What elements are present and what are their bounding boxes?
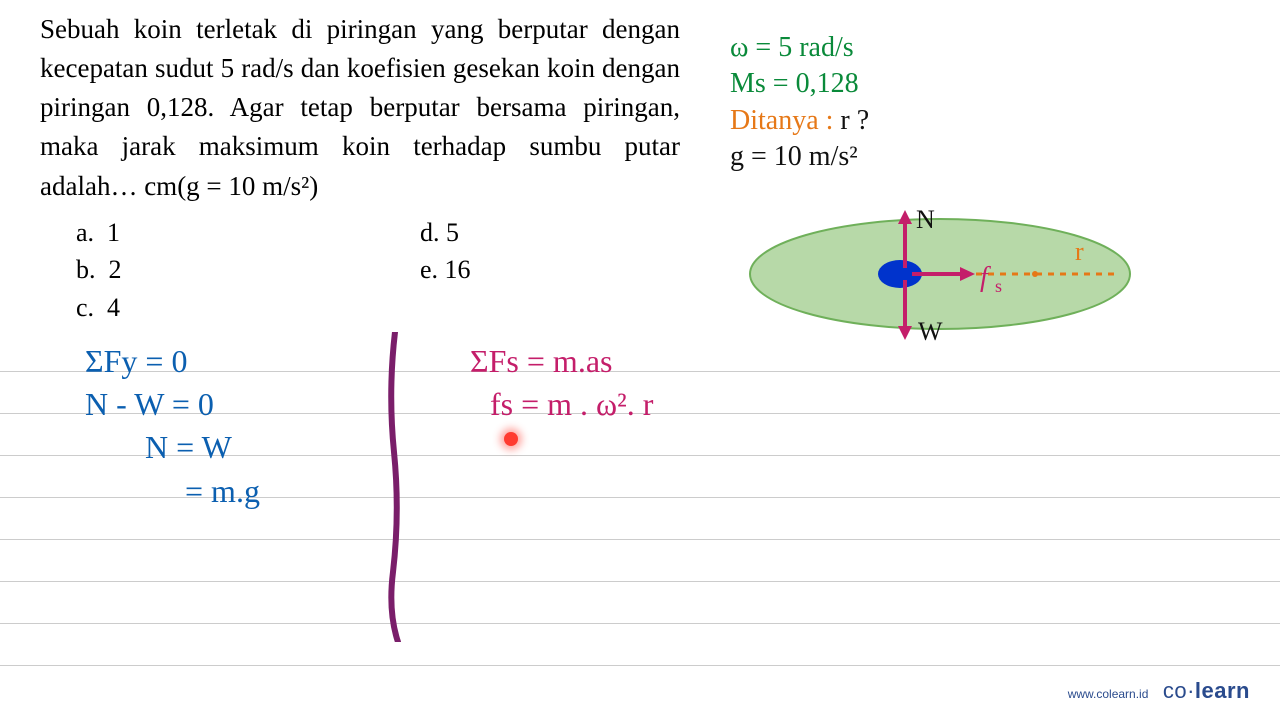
- problem-text: Sebuah koin terletak di piringan yang be…: [40, 14, 680, 201]
- radius-point: [1032, 271, 1038, 277]
- label-n: N: [916, 210, 935, 234]
- footer-brand: co·learn: [1163, 678, 1250, 703]
- given-omega-label: ω =: [730, 32, 778, 63]
- option-e: e. 16: [420, 251, 471, 289]
- vertical-divider: [380, 332, 410, 642]
- laser-pointer-icon: [504, 432, 518, 446]
- footer-branding: www.colearn.id co·learn: [1068, 678, 1250, 704]
- given-g-value: 10 m/s²: [774, 141, 858, 172]
- force-n-arrowhead: [898, 210, 912, 224]
- asked-label: Ditanya :: [730, 105, 840, 136]
- eq-mg: = m.g: [85, 470, 260, 513]
- asked-value: r ?: [840, 105, 869, 136]
- eq-sum-fs: ΣFs = m.as: [470, 340, 653, 383]
- option-a: a. 1: [40, 214, 420, 252]
- eq-fs-expand: fs = m . ω². r: [470, 383, 653, 426]
- given-g-label: g =: [730, 141, 774, 172]
- given-ms-value: 0,128: [796, 68, 859, 99]
- given-omega-value: 5 rad/s: [778, 32, 853, 63]
- footer-url: www.colearn.id: [1068, 687, 1149, 701]
- problem-statement: Sebuah koin terletak di piringan yang be…: [40, 10, 680, 327]
- option-d: d. 5: [420, 214, 459, 252]
- given-notes: ω = 5 rad/s Ms = 0,128 Ditanya : r ? g =…: [730, 30, 869, 176]
- work-centripetal: ΣFs = m.as fs = m . ω². r: [470, 340, 653, 426]
- diagram-svg: N f s W r: [740, 210, 1140, 350]
- option-b: b. 2: [40, 251, 420, 289]
- label-r: r: [1075, 237, 1084, 266]
- option-c: c. 4: [40, 289, 420, 327]
- free-body-diagram: N f s W r: [740, 210, 1140, 330]
- eq-sum-fy: ΣFy = 0: [85, 340, 260, 383]
- label-fs-sub: s: [995, 276, 1002, 296]
- given-ms-label: Ms =: [730, 68, 796, 99]
- answer-options: a. 1 d. 5 b. 2 e. 16 c. 4: [40, 214, 680, 327]
- eq-n-equals-w: N = W: [85, 426, 260, 469]
- eq-n-minus-w: N - W = 0: [85, 383, 260, 426]
- work-vertical-forces: ΣFy = 0 N - W = 0 N = W = m.g: [85, 340, 260, 513]
